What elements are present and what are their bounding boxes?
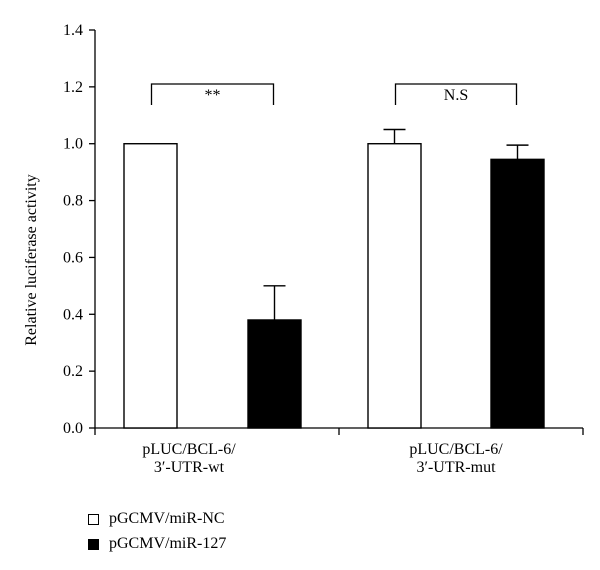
legend: pGCMV/miR-NC pGCMV/miR-127: [88, 508, 226, 558]
bar: [123, 143, 178, 429]
y-tick-label: 0.0: [63, 420, 83, 437]
legend-swatch-mir-nc: [88, 513, 99, 525]
y-tick-label: 1.0: [63, 136, 83, 153]
bar: [490, 158, 545, 429]
legend-label-mir-nc: pGCMV/miR-NC: [109, 510, 225, 527]
significance-bracket: [394, 83, 518, 106]
y-tick-label: 1.4: [63, 22, 83, 39]
significance-label: N.S: [444, 87, 468, 104]
x-tick-label: pLUC/BCL-6/3′-UTR-mut: [409, 441, 503, 476]
y-tick-label: 0.6: [63, 249, 83, 266]
legend-item-mir-nc: pGCMV/miR-NC: [88, 508, 226, 530]
y-axis-label: Relative luciferase activity: [23, 174, 40, 345]
y-tick-label: 0.4: [63, 306, 83, 323]
bar-chart: Relative luciferase activity 0.0 0.2 0.4 0.…: [23, 22, 584, 476]
significance-label: **: [205, 87, 221, 104]
y-tick-label: 0.8: [63, 193, 83, 210]
legend-label-mir-127: pGCMV/miR-127: [109, 535, 227, 552]
bar: [247, 319, 302, 429]
legend-swatch-mir-127: [88, 538, 99, 550]
y-tick-label: 1.2: [63, 79, 83, 96]
x-tick-label: pLUC/BCL-6/3′-UTR-wt: [142, 441, 236, 476]
significance-bracket: [150, 83, 275, 106]
bar: [367, 143, 422, 429]
y-tick-label: 0.2: [63, 363, 83, 380]
legend-item-mir-127: pGCMV/miR-127: [88, 533, 226, 555]
